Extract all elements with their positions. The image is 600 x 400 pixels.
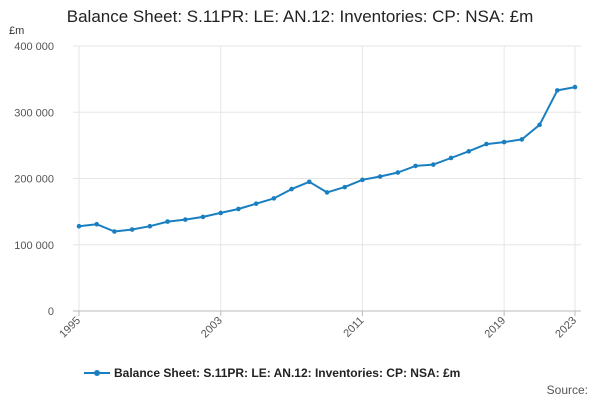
- data-point: [360, 177, 365, 183]
- data-point: [448, 155, 454, 161]
- data-point: [129, 227, 135, 232]
- source-label: Source:: [546, 383, 588, 397]
- data-point: [466, 149, 472, 154]
- data-point: [271, 196, 277, 201]
- legend[interactable]: Balance Sheet: S.11PR: LE: AN.12: Invent…: [84, 366, 460, 380]
- data-point: [324, 190, 330, 195]
- data-point: [501, 139, 507, 145]
- y-tick-label: 300 000: [14, 107, 54, 119]
- data-point: [289, 186, 294, 192]
- y-axis-unit-label: £m: [9, 25, 25, 37]
- x-tick-label: 2019: [482, 315, 508, 341]
- x-tick-label: 2003: [199, 315, 225, 341]
- x-tick-label: 2011: [341, 315, 366, 340]
- data-point: [395, 170, 401, 175]
- y-tick-label: 200 000: [14, 174, 54, 186]
- data-point: [147, 223, 153, 229]
- data-point: [554, 88, 560, 93]
- data-point: [519, 137, 525, 142]
- data-point: [413, 163, 418, 169]
- y-tick-label: 0: [48, 306, 54, 318]
- data-series: [76, 84, 578, 234]
- data-point: [537, 122, 542, 128]
- data-point: [306, 179, 312, 185]
- x-tick-label: 2023: [553, 315, 579, 341]
- legend-dot: [94, 370, 100, 376]
- y-tick-label: 400 000: [14, 41, 54, 53]
- data-point: [430, 162, 436, 167]
- chart-title: Balance Sheet: S.11PR: LE: AN.12: Invent…: [66, 7, 534, 26]
- data-point: [236, 206, 241, 212]
- x-axis-ticks: 1995 2003 2011 2019 2023: [57, 311, 579, 340]
- series-line: [78, 86, 576, 233]
- x-tick-label: 1995: [57, 315, 83, 341]
- data-point: [484, 141, 489, 147]
- data-point: [377, 174, 383, 179]
- y-axis-ticks: 0 100 000 200 000 300 000 400 000: [14, 41, 54, 318]
- data-point: [182, 217, 188, 222]
- data-point: [218, 210, 224, 216]
- data-point: [112, 229, 117, 234]
- data-point: [342, 184, 348, 190]
- data-point: [572, 84, 578, 90]
- legend-label: Balance Sheet: S.11PR: LE: AN.12: Invent…: [114, 366, 461, 380]
- y-tick-label: 100 000: [14, 240, 54, 252]
- data-point: [200, 214, 206, 220]
- legend-swatch-icon: [84, 367, 110, 379]
- data-point: [165, 219, 170, 224]
- data-point: [76, 223, 82, 229]
- data-point: [253, 201, 259, 206]
- grid-lines: [73, 45, 581, 311]
- data-point: [94, 221, 100, 227]
